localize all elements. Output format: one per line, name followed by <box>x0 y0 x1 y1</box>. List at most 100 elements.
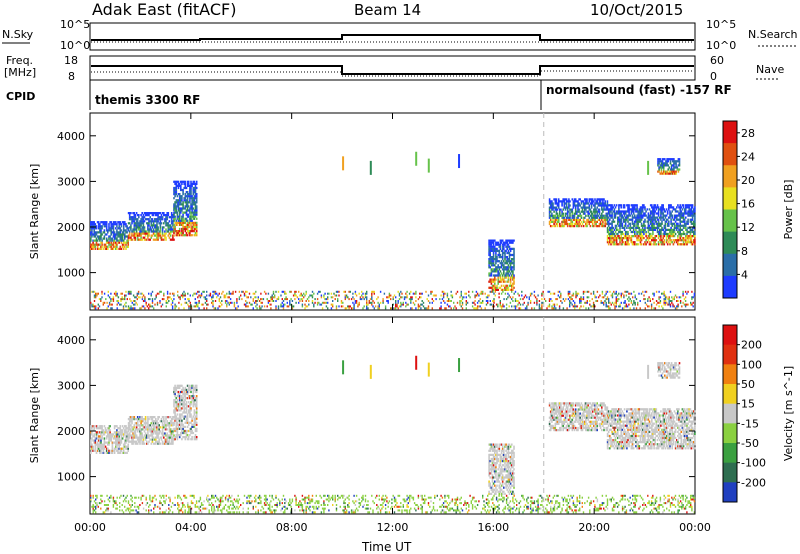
power-cell <box>422 305 425 308</box>
power-cell <box>617 235 619 238</box>
power-cell <box>634 230 636 234</box>
velocity-cell <box>111 451 114 454</box>
velocity-cell <box>93 429 95 432</box>
velocity-cell <box>141 442 143 445</box>
power-cell <box>623 228 626 231</box>
power-cell <box>595 210 597 213</box>
power-cell <box>565 206 568 209</box>
power-cell <box>668 166 671 169</box>
velocity-cell <box>113 451 116 454</box>
power-cell <box>663 224 666 227</box>
power-cell <box>144 296 146 299</box>
velocity-cell <box>147 436 149 439</box>
power-cell <box>647 224 650 227</box>
power-cell <box>615 228 618 231</box>
power-cell <box>494 247 496 250</box>
power-cell <box>112 231 115 234</box>
power-cell <box>503 278 505 281</box>
power-cell <box>565 220 568 223</box>
power-cell <box>599 294 601 297</box>
power-cell <box>659 300 662 302</box>
power-cell <box>120 303 122 306</box>
power-cell <box>131 216 133 219</box>
power-cell <box>569 222 571 226</box>
power-cell <box>391 307 393 310</box>
power-cell <box>319 303 321 306</box>
power-cell <box>115 237 117 240</box>
power-cell <box>658 166 660 169</box>
power-cell <box>338 294 340 297</box>
power-cell <box>122 223 125 226</box>
power-cell <box>173 193 175 196</box>
power-cell <box>159 224 162 227</box>
power-cell <box>168 220 171 223</box>
power-cell <box>613 212 616 215</box>
velocity-cell <box>91 433 93 436</box>
power-cell <box>178 301 180 304</box>
power-cell <box>612 232 614 236</box>
power-cell <box>506 280 508 283</box>
power-cell <box>569 200 571 203</box>
power-cell <box>148 298 150 301</box>
power-cell <box>190 213 192 216</box>
power-cell <box>177 294 179 297</box>
power-cell <box>112 298 115 301</box>
power-cell <box>623 294 625 297</box>
velocity-cell <box>128 424 131 427</box>
power-cell <box>664 230 667 234</box>
power-cell <box>167 230 170 233</box>
power-cell <box>588 208 591 211</box>
power-cell <box>492 241 495 244</box>
power-cell <box>615 226 618 229</box>
power-cell <box>490 278 493 281</box>
power-cell <box>638 226 641 229</box>
power-cell <box>134 300 136 302</box>
power-cell <box>156 214 158 217</box>
velocity-cell <box>94 447 97 450</box>
power-cell <box>119 237 122 240</box>
power-cell <box>602 210 604 213</box>
power-cell <box>466 301 469 304</box>
power-cell <box>159 218 162 221</box>
power-cell <box>681 224 684 227</box>
velocity-cell <box>118 451 120 454</box>
power-cell <box>187 213 190 216</box>
power-cell <box>512 258 514 261</box>
velocity-cell <box>144 436 147 439</box>
power-cell <box>343 290 345 293</box>
power-cell <box>233 305 236 308</box>
velocity-cell <box>132 426 134 429</box>
power-cell <box>661 220 663 223</box>
velocity-cell <box>153 426 156 429</box>
power-cell <box>560 292 562 295</box>
power-cell <box>563 202 566 205</box>
power-cell <box>669 206 671 209</box>
power-cell <box>604 208 606 211</box>
power-cell <box>496 241 498 244</box>
power-cell <box>100 225 102 228</box>
power-cell <box>620 301 622 304</box>
power-cell <box>503 241 505 244</box>
power-cell <box>496 268 498 271</box>
power-cell <box>678 296 680 299</box>
power-cell <box>488 280 490 283</box>
power-cell <box>584 216 586 219</box>
power-cell <box>502 305 504 308</box>
velocity-cell <box>136 422 139 425</box>
power-cell <box>178 219 181 222</box>
power-cell <box>146 222 148 225</box>
velocity-cell <box>119 451 122 454</box>
power-cell <box>491 262 494 265</box>
velocity-cell <box>128 436 131 439</box>
power-cell <box>148 303 150 306</box>
power-cell <box>620 216 622 219</box>
power-cell <box>95 292 97 295</box>
power-cell <box>353 307 355 310</box>
power-cell <box>528 296 530 299</box>
velocity-cell <box>111 449 114 452</box>
power-cell <box>541 292 543 295</box>
velocity-cell <box>119 443 122 446</box>
power-cell <box>575 296 577 299</box>
power-cell <box>636 218 638 221</box>
power-cell <box>677 305 679 308</box>
